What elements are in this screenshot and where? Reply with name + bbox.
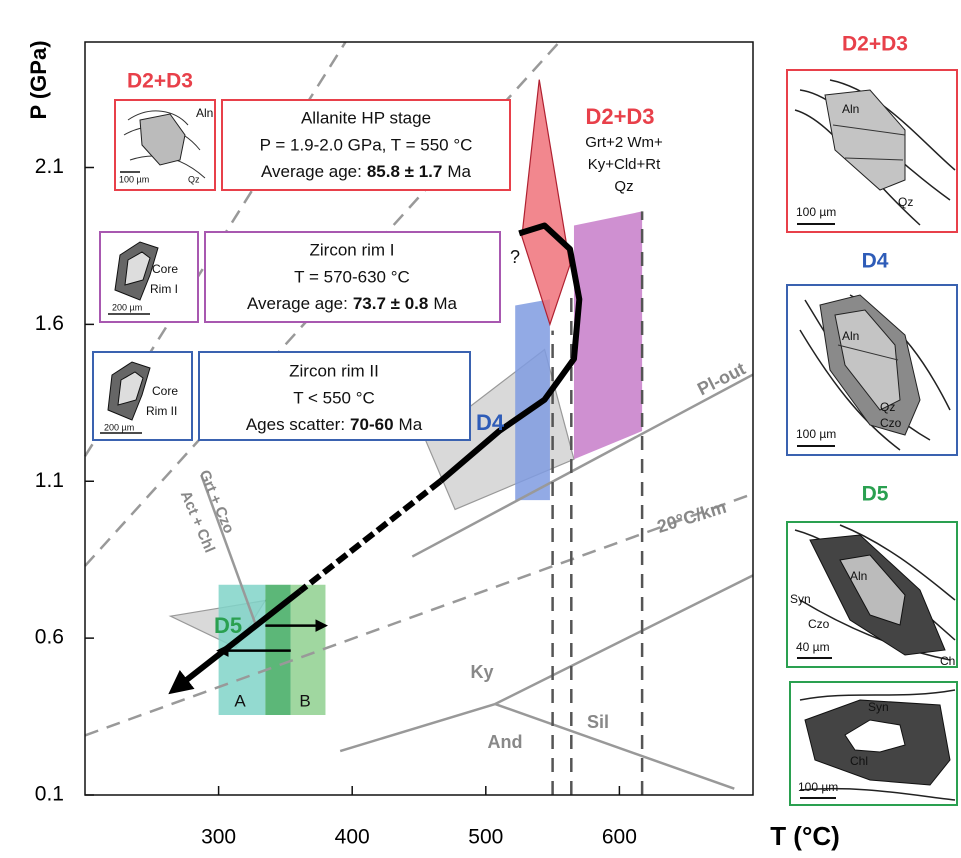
- scale-label: 100 µm: [119, 174, 149, 184]
- age-unit: Ma: [433, 294, 457, 313]
- panel-label: 40 µm: [796, 640, 830, 654]
- annotation: D2+D3: [585, 104, 654, 129]
- y-tick-label: 1.1: [35, 469, 64, 492]
- annotation: 20°C/km: [655, 497, 729, 537]
- pt-path: [300, 481, 440, 591]
- panel-label: Czo: [880, 416, 902, 430]
- x-axis-label: T (°C): [770, 821, 840, 851]
- panel-d5-chlorite: Syn Chl 100 µm: [790, 682, 957, 805]
- annotation: And: [488, 732, 523, 752]
- panel-title: D2+D3: [842, 33, 908, 56]
- age-unit: Ma: [447, 162, 471, 181]
- annotation: B: [299, 691, 310, 710]
- panel-label: Syn: [790, 592, 811, 606]
- panel-label: 100 µm: [798, 780, 838, 794]
- annotation: Grt+2 Wm+: [585, 134, 663, 151]
- panel-label: Qz: [898, 195, 913, 209]
- inset-zircon-rim-2: Core Rim II 200 µm Zircon rim II T < 550…: [93, 352, 470, 440]
- annotation: Qz: [614, 178, 633, 195]
- age-label: Average age:: [247, 294, 348, 313]
- annotation: Sil: [587, 712, 609, 732]
- age-value: 73.7 ± 0.8: [353, 294, 429, 313]
- figure: P (GPa) T (°C) D2+D3 Aln Qz 100 µm Allan…: [0, 0, 961, 858]
- box-line: T < 550 °C: [293, 388, 375, 407]
- age-unit: Ma: [399, 415, 423, 434]
- panel-title: D4: [862, 250, 889, 273]
- panel-label: Syn: [868, 700, 889, 714]
- x-tick-label: 600: [602, 826, 637, 849]
- thumb-label: Rim II: [146, 404, 177, 418]
- y-tick-label: 1.6: [35, 312, 64, 335]
- y-axis-label: P (GPa): [26, 40, 51, 119]
- age-value: 70-60: [350, 415, 393, 434]
- annotation: A: [234, 691, 246, 710]
- stage-label: D2+D3: [127, 70, 193, 93]
- panel-label: Czo: [808, 617, 830, 631]
- reaction-line: [495, 704, 734, 789]
- x-tick-label: 300: [201, 826, 236, 849]
- panel-label: Aln: [842, 102, 859, 116]
- box-line: Zircon rim I: [310, 240, 395, 259]
- panel-d4: D4 Aln Qz Czo 100 µm: [787, 250, 957, 455]
- box-line: P = 1.9-2.0 GPa, T = 550 °C: [260, 135, 473, 154]
- x-tick-label: 400: [335, 826, 370, 849]
- thumb-label: Qz: [188, 174, 200, 184]
- annotation: Ky+Cld+Rt: [588, 156, 661, 173]
- panel-label: 100 µm: [796, 427, 836, 441]
- reaction-line: [340, 704, 495, 751]
- box-line: Allanite HP stage: [301, 108, 431, 127]
- inset-allanite: D2+D3 Aln Qz 100 µm Allanite HP stage P …: [115, 70, 510, 190]
- box-line: T = 570-630 °C: [294, 267, 410, 286]
- scale-label: 200 µm: [112, 302, 142, 312]
- field-region: [574, 211, 642, 459]
- age-label: Ages scatter:: [246, 415, 345, 434]
- y-tick-label: 0.1: [35, 783, 64, 806]
- annotation: Pl-out: [694, 358, 749, 399]
- age-value: 85.8 ± 1.7: [367, 162, 443, 181]
- y-tick-label: 2.1: [35, 155, 64, 178]
- panel-label: Chl: [850, 754, 868, 768]
- y-tick-label: 0.6: [35, 626, 64, 649]
- scale-label: 200 µm: [104, 422, 134, 432]
- panel-label: Aln: [850, 569, 867, 583]
- panel-label: Qz: [880, 400, 895, 414]
- panel-label: Aln: [842, 329, 859, 343]
- thumb-label: Rim I: [150, 282, 178, 296]
- box-line: Zircon rim II: [289, 361, 379, 380]
- thumb-label: Core: [152, 262, 178, 276]
- reaction-line: [495, 575, 753, 704]
- panel-d2d3: D2+D3 Aln Qz 100 µm: [787, 33, 957, 232]
- panel-title: D5: [862, 483, 889, 506]
- thumb-label: Core: [152, 384, 178, 398]
- panel-label: 100 µm: [796, 205, 836, 219]
- age-label: Average age:: [261, 162, 362, 181]
- annotation: Ky: [470, 662, 493, 682]
- annotation: ?: [510, 247, 520, 267]
- panel-d5: D5 Syn Aln Czo 40 µm Ch: [787, 483, 957, 669]
- panel-label: Ch: [940, 654, 955, 668]
- thumb-label: Aln: [196, 106, 213, 120]
- x-tick-label: 500: [468, 826, 503, 849]
- inset-zircon-rim-1: Core Rim I 200 µm Zircon rim I T = 570-6…: [100, 232, 500, 322]
- annotation: D5: [214, 613, 242, 638]
- field-region: [522, 80, 570, 325]
- annotation: D4: [476, 410, 505, 435]
